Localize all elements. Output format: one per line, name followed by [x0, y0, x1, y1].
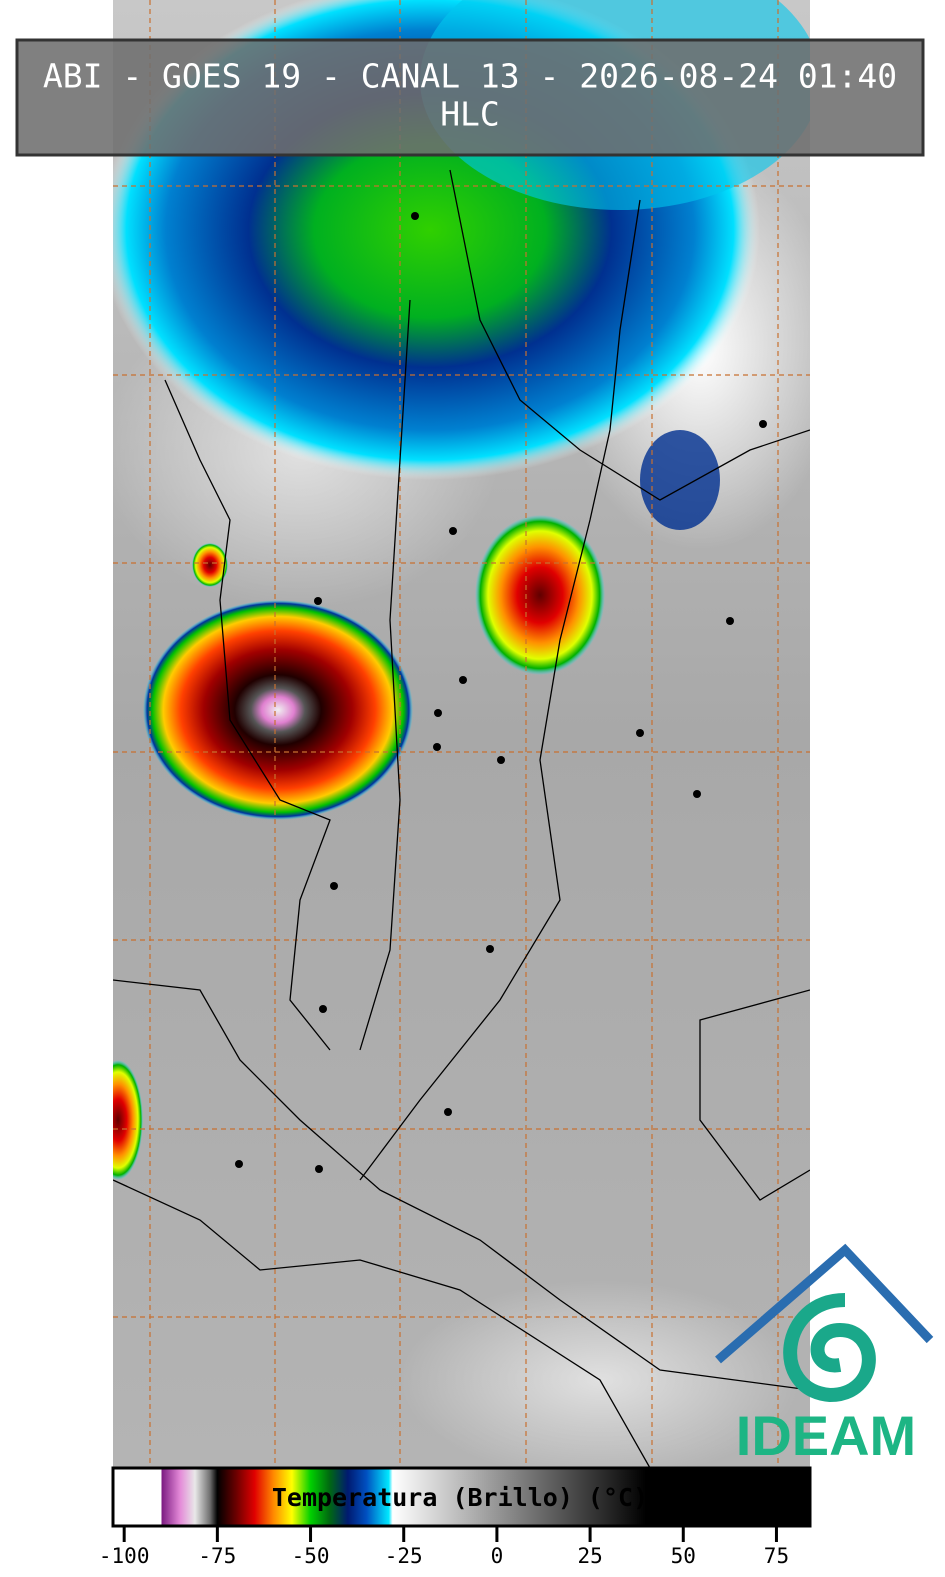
subtitle: HLC	[440, 95, 500, 134]
logo: IDEAM	[715, 1243, 934, 1467]
colorbar-tick-label: -25	[385, 1544, 423, 1568]
colorbar-tick-label: -50	[292, 1544, 330, 1568]
colorbar-tick-label: 25	[577, 1544, 602, 1568]
satellite-map	[113, 0, 810, 1468]
colorbar-tick-label: 50	[671, 1544, 696, 1568]
title-box	[15, 38, 925, 157]
colorbar-tick-label: -100	[99, 1544, 150, 1568]
colorbar-tick-label: 75	[764, 1544, 789, 1568]
colorbar-label: Temperatura (Brillo) (°C)	[272, 1483, 648, 1512]
logo-text: IDEAM	[736, 1404, 916, 1467]
title: ABI - GOES 19 - CANAL 13 - 2026-08-24 01…	[43, 57, 897, 96]
colorbar-tick-label: 0	[491, 1544, 504, 1568]
colorbar	[111, 1466, 812, 1528]
colorbar-tick-label: -75	[198, 1544, 236, 1568]
